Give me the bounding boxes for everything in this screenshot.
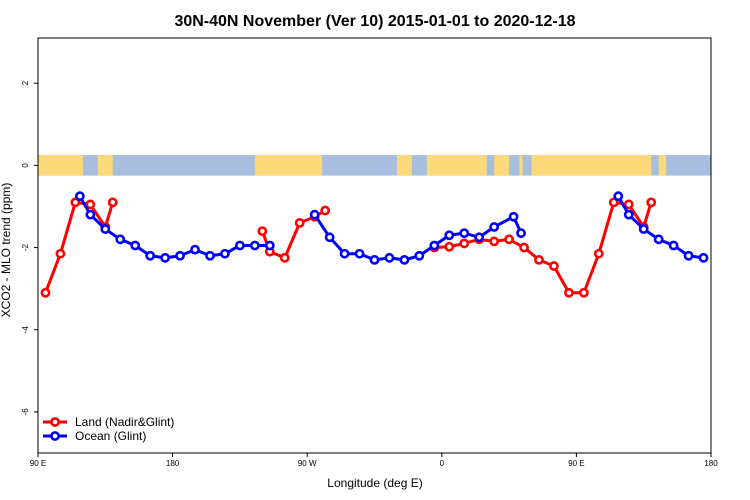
data-point xyxy=(257,226,268,237)
map-land xyxy=(396,155,412,176)
data-point xyxy=(549,261,559,271)
data-point xyxy=(324,232,335,243)
data-point xyxy=(459,238,470,249)
legend-marker xyxy=(50,417,60,427)
data-point xyxy=(638,224,649,234)
data-point xyxy=(474,232,485,243)
data-point xyxy=(399,254,410,265)
data-point xyxy=(220,248,230,259)
x-tick-label: 90 E xyxy=(30,459,46,468)
data-point xyxy=(414,250,425,261)
plot-frame xyxy=(37,37,712,454)
y-tick-label: 0 xyxy=(21,163,30,168)
data-point xyxy=(444,230,455,241)
data-point xyxy=(698,252,709,263)
data-point xyxy=(264,240,275,251)
x-tick-label: 180 xyxy=(704,459,718,468)
data-point xyxy=(578,287,589,298)
data-point xyxy=(444,241,455,252)
data-point xyxy=(683,250,694,261)
x-tick-label: 0 xyxy=(440,459,445,468)
data-point xyxy=(279,252,290,263)
x-tick-label: 90 W xyxy=(298,459,317,468)
data-point xyxy=(623,209,634,220)
data-point xyxy=(294,218,305,228)
map-land xyxy=(658,155,667,176)
y-tick-label: -4 xyxy=(21,326,30,334)
data-point xyxy=(339,248,350,259)
data-point xyxy=(623,199,634,210)
data-point xyxy=(519,242,529,253)
y-tick-label: -2 xyxy=(21,243,30,251)
data-point xyxy=(130,240,141,251)
data-point xyxy=(85,199,96,210)
x-axis: 90 E 180 90 W 0 90 E 180 xyxy=(30,453,718,468)
x-tick-label: 180 xyxy=(166,459,180,468)
data-point xyxy=(489,222,500,232)
data-point xyxy=(205,250,215,261)
x-tick-label: 90 E xyxy=(568,459,584,468)
data-point xyxy=(534,254,544,265)
legend-marker xyxy=(50,431,60,441)
data-point xyxy=(145,250,156,261)
data-point xyxy=(107,197,118,208)
data-point xyxy=(85,209,96,220)
legend-label: Land (Nadir&Glint) xyxy=(75,415,174,429)
data-point xyxy=(115,234,126,245)
data-point xyxy=(508,211,519,222)
data-point xyxy=(160,252,171,263)
legend-label: Ocean (Glint) xyxy=(75,429,146,443)
data-point xyxy=(489,236,500,247)
data-point xyxy=(100,224,111,234)
data-point xyxy=(190,244,200,255)
legend: Land (Nadir&Glint)Ocean (Glint) xyxy=(43,415,174,443)
data-point xyxy=(384,252,395,263)
y-axis-label: XCO2 - MLO trend (ppm) xyxy=(0,183,13,318)
map-land xyxy=(97,155,113,176)
map-land xyxy=(531,155,652,176)
data-point xyxy=(613,191,624,202)
data-point xyxy=(354,248,365,259)
map-land xyxy=(38,155,83,176)
data-point xyxy=(40,287,51,298)
series-layer xyxy=(40,191,709,298)
data-point xyxy=(459,228,470,239)
map-land xyxy=(519,155,523,176)
data-point xyxy=(55,248,66,259)
chart-title: 30N-40N November (Ver 10) 2015-01-01 to … xyxy=(174,13,575,30)
x-axis-label: Longitude (deg E) xyxy=(327,476,422,490)
data-point xyxy=(653,234,664,245)
map-land xyxy=(426,155,487,176)
y-tick-label: 2 xyxy=(21,80,30,85)
data-point xyxy=(70,197,81,208)
data-point xyxy=(668,240,679,251)
data-point xyxy=(320,205,331,216)
data-point xyxy=(516,228,526,239)
series-line-0 xyxy=(44,200,115,294)
map-land xyxy=(254,155,323,176)
data-point xyxy=(369,254,380,265)
data-point xyxy=(234,240,245,251)
data-point xyxy=(429,240,440,251)
data-point xyxy=(608,197,619,208)
data-point xyxy=(175,250,185,261)
y-axis: 2 0 -2 -4 -6 xyxy=(21,80,38,415)
data-point xyxy=(593,248,604,259)
y-tick-label: -6 xyxy=(21,408,30,416)
map-land xyxy=(494,155,510,176)
data-point xyxy=(564,287,574,298)
world-map-band xyxy=(38,155,711,176)
data-point xyxy=(504,234,514,245)
data-point xyxy=(646,197,657,208)
data-point xyxy=(309,209,320,220)
data-point xyxy=(249,240,260,251)
data-point xyxy=(74,191,85,202)
